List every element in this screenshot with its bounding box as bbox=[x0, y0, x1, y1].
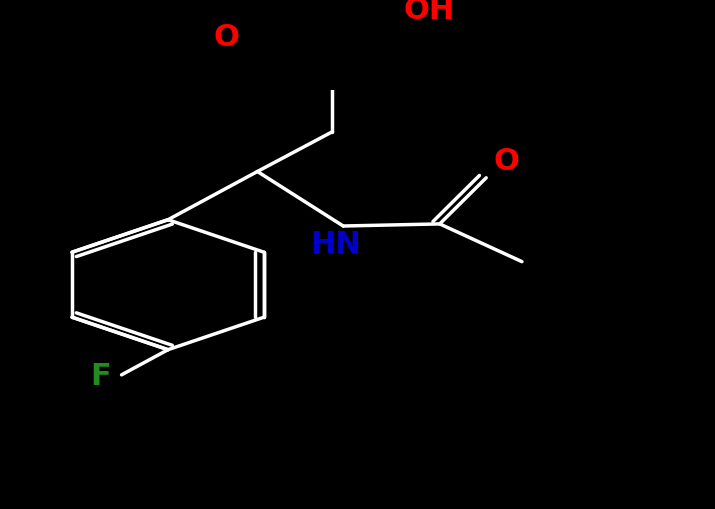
Text: F: F bbox=[90, 362, 111, 391]
Text: HN: HN bbox=[311, 230, 361, 259]
Text: O: O bbox=[493, 147, 519, 176]
Text: O: O bbox=[214, 23, 240, 52]
Text: OH: OH bbox=[404, 0, 455, 25]
